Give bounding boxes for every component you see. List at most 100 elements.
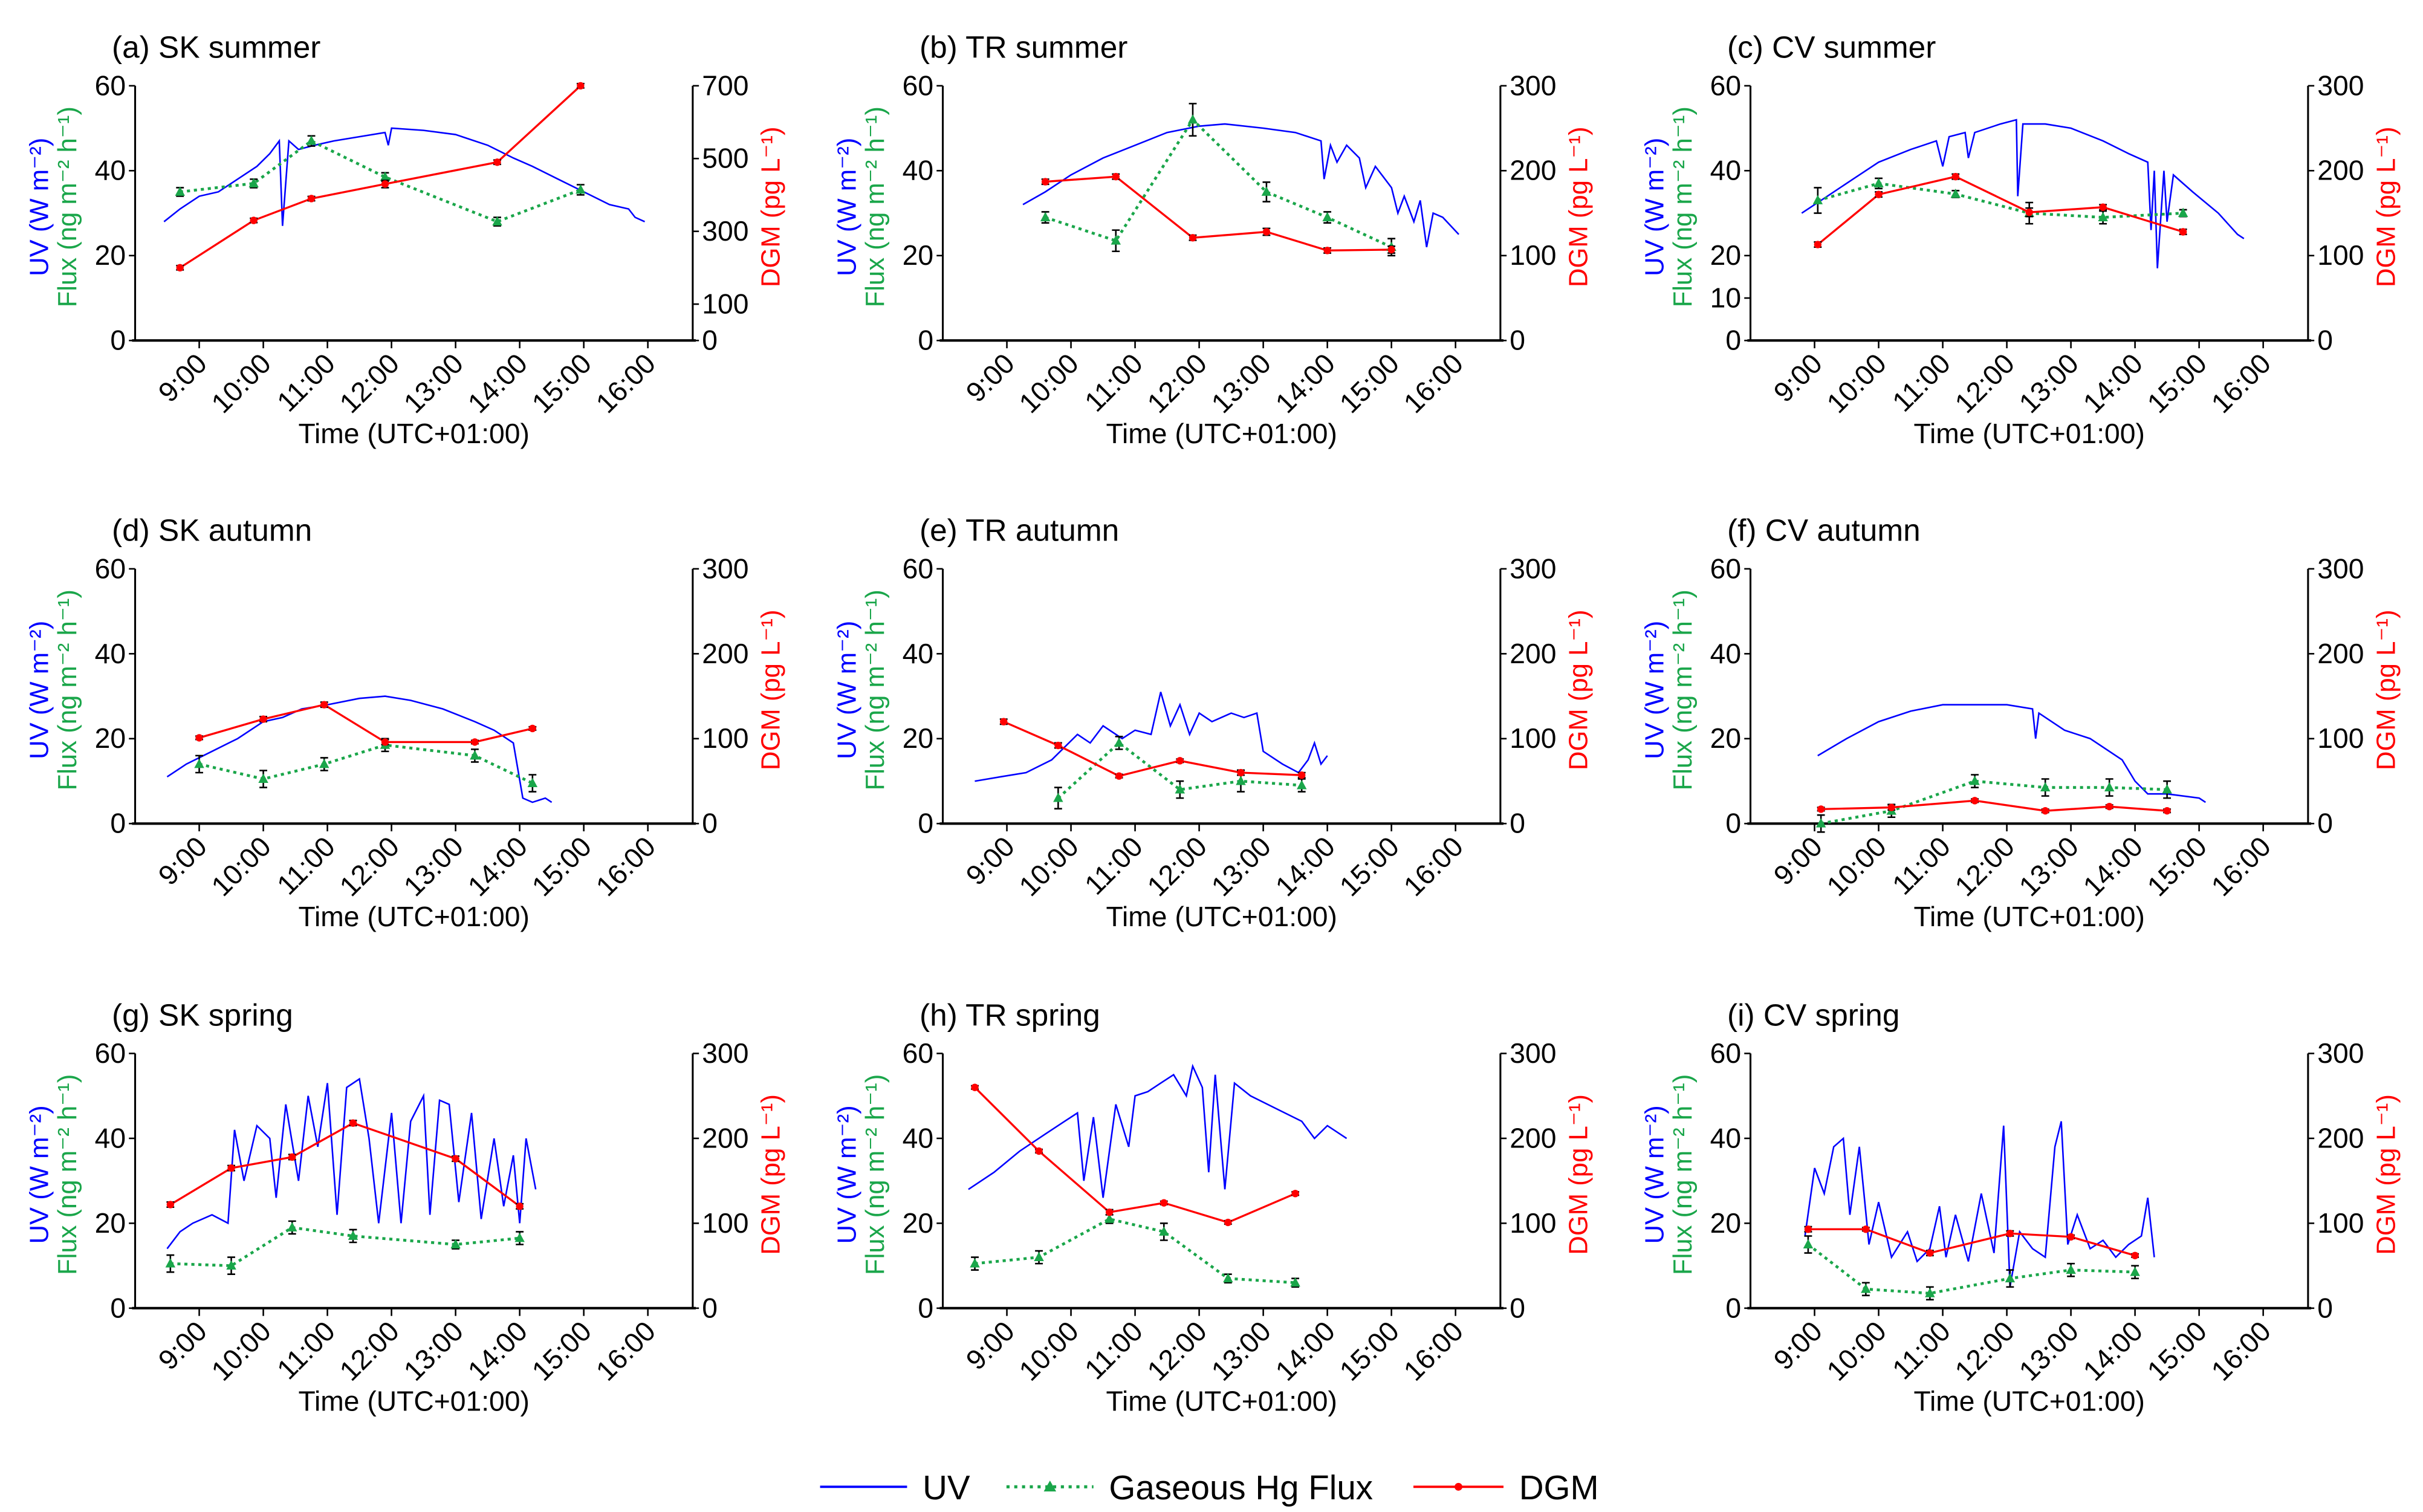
dgm-data-point: [471, 738, 479, 746]
flux-data-point: [1223, 1273, 1233, 1283]
flux-data-point: [1114, 737, 1124, 747]
legend-dgm-label: DGM: [1519, 1468, 1599, 1507]
panel-title: (g) SK spring: [112, 997, 293, 1032]
x-tick-label: 10:00: [1820, 1315, 1892, 1387]
dgm-data-point: [1160, 1199, 1168, 1207]
flux-axis-label: Flux (ng m⁻² h⁻¹): [1668, 106, 1698, 307]
y-tick-label-left: 0: [1725, 808, 1741, 839]
x-tick-label: 11:00: [1886, 831, 1956, 901]
flux-axis-label: Flux (ng m⁻² h⁻¹): [53, 106, 82, 307]
flux-axis-label: Flux (ng m⁻² h⁻¹): [53, 589, 82, 790]
panels: (a) SK summer9:0010:0011:0012:0013:0014:…: [25, 30, 2401, 1417]
legend: UV Gaseous Hg Flux DGM: [820, 1468, 1599, 1507]
dgm-data-point: [1298, 771, 1306, 779]
dgm-data-point: [1817, 805, 1825, 813]
flux-data-point: [1111, 235, 1121, 245]
chart-panel: (d) SK autumn 9:0010:0011:0012:0013:0014:…: [25, 513, 786, 932]
flux-data-point: [1873, 178, 1884, 187]
flux-data-point: [306, 135, 317, 145]
x-tick-label: 15:00: [2141, 348, 2213, 420]
dgm-data-point: [1189, 234, 1197, 242]
x-axis-label: Time (UTC+01:00): [1914, 1385, 2145, 1416]
chart-panel: (f) CV autumn 9:0010:0011:0012:0013:0014:…: [1640, 513, 2401, 932]
y-tick-label-right: 100: [2317, 239, 2364, 271]
flux-data-point: [380, 171, 391, 181]
uv-axis-label: UV (W m⁻²): [25, 1105, 54, 1244]
x-tick-label: 14:00: [2077, 831, 2149, 903]
x-tick-label: 9:00: [960, 348, 1020, 408]
flux-data-point: [1236, 776, 1246, 785]
y-tick-label-left: 20: [1710, 239, 1741, 271]
dgm-data-point: [227, 1164, 235, 1172]
flux-series-line: [1807, 1243, 2135, 1295]
flux-data-point: [194, 758, 204, 768]
x-tick-label: 16:00: [590, 1315, 662, 1387]
legend-flux-marker: [1043, 1481, 1057, 1492]
y-tick-label-right: 200: [2317, 1122, 2364, 1153]
y-tick-label-right: 100: [1510, 722, 1556, 754]
dgm-axis-label: DGM (pg L⁻¹): [1564, 610, 1594, 771]
uv-series-line: [163, 127, 646, 226]
y-tick-label-right: 0: [1510, 325, 1525, 356]
dgm-axis-label: DGM (pg L⁻¹): [2372, 610, 2401, 771]
y-tick-label-left: 20: [903, 239, 933, 271]
dgm-series-line: [179, 85, 582, 269]
flux-data-point: [248, 178, 259, 187]
dgm-data-point: [1814, 241, 1822, 248]
dgm-data-point: [577, 82, 585, 90]
x-tick-label: 13:00: [2013, 831, 2085, 903]
y-tick-label-left: 60: [1710, 70, 1741, 101]
x-tick-label: 11:00: [271, 348, 341, 418]
x-tick-label: 11:00: [271, 831, 341, 901]
flux-data-point: [1290, 1277, 1300, 1287]
dgm-series-line: [974, 1086, 1296, 1224]
dgm-data-point: [2006, 1230, 2014, 1238]
x-tick-label: 16:00: [2205, 348, 2277, 420]
panel-title: (f) CV autumn: [1727, 513, 1921, 548]
x-tick-label: 14:00: [462, 1315, 534, 1387]
flux-series-line: [1057, 741, 1302, 799]
flux-data-point: [287, 1222, 297, 1231]
dgm-data-point: [250, 216, 258, 224]
flux-data-point: [1925, 1288, 1935, 1297]
chart-panel: (e) TR autumn 9:0010:0011:0012:0013:0014:…: [832, 513, 1594, 932]
x-tick-label: 12:00: [333, 1315, 405, 1387]
x-axis-label: Time (UTC+01:00): [299, 901, 530, 932]
chart-panel: (h) TR spring 9:0010:0011:0012:0013:0014:…: [832, 997, 1594, 1416]
x-tick-label: 11:00: [1079, 348, 1149, 418]
x-tick-label: 11:00: [1079, 1315, 1149, 1385]
panel-title: (b) TR summer: [920, 30, 1127, 65]
flux-data-point: [527, 777, 538, 787]
x-tick-label: 15:00: [526, 831, 598, 903]
y-tick-label-right: 500: [702, 143, 748, 174]
y-tick-label-left: 0: [110, 325, 126, 356]
x-tick-label: 12:00: [1141, 348, 1213, 420]
x-tick-label: 16:00: [2205, 831, 2277, 903]
x-tick-label: 14:00: [1270, 348, 1341, 420]
y-tick-label-left: 40: [1710, 638, 1741, 669]
y-tick-label-right: 300: [2317, 70, 2364, 101]
x-tick-label: 12:00: [333, 348, 405, 420]
chart-panel: (g) SK spring 9:0010:0011:0012:0013:0014:…: [25, 997, 786, 1416]
x-tick-label: 11:00: [271, 1315, 341, 1385]
flux-data-point: [1812, 195, 1823, 204]
y-tick-label-left: 20: [95, 1207, 126, 1239]
x-tick-label: 15:00: [1334, 1315, 1406, 1387]
y-tick-label-left: 20: [903, 722, 933, 754]
dgm-axis-label: DGM (pg L⁻¹): [756, 126, 786, 287]
x-axis-label: Time (UTC+01:00): [1106, 1385, 1337, 1416]
uv-series-line: [968, 1063, 1348, 1198]
flux-data-point: [514, 1232, 525, 1242]
flux-data-point: [1053, 793, 1063, 802]
y-tick-label-right: 100: [702, 722, 748, 754]
y-tick-label-right: 300: [1510, 70, 1556, 101]
chart-panel: (c) CV summer 9:0010:0011:0012:0013:0014:…: [1640, 30, 2401, 449]
x-tick-label: 12:00: [1948, 831, 2020, 903]
dgm-data-point: [1000, 718, 1008, 725]
dgm-axis-label: DGM (pg L⁻¹): [1564, 126, 1594, 287]
x-tick-label: 14:00: [2077, 1315, 2149, 1387]
x-tick-label: 14:00: [1270, 1315, 1341, 1387]
flux-axis-label: Flux (ng m⁻² h⁻¹): [1668, 1074, 1698, 1275]
y-tick-label-left: 40: [95, 1122, 126, 1153]
dgm-data-point: [1862, 1225, 1870, 1233]
